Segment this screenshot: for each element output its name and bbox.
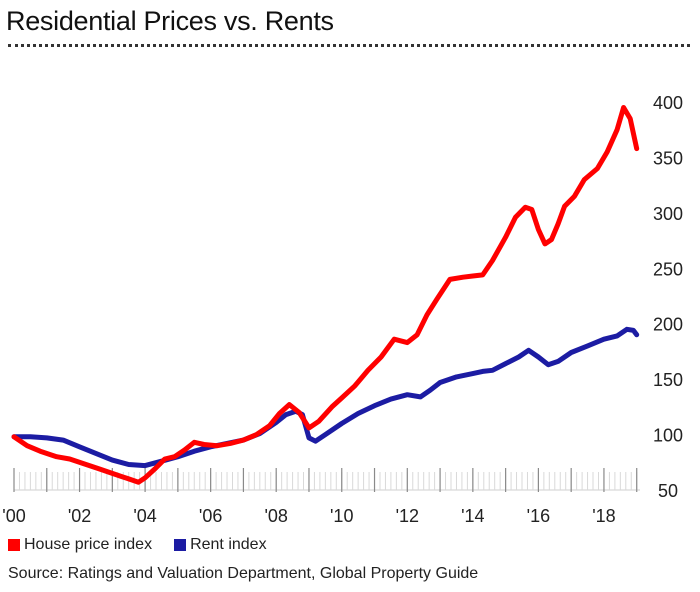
y-tick-label: 300 (653, 204, 683, 224)
legend: House price index Rent index (8, 536, 289, 554)
y-tick-label: 250 (653, 259, 683, 279)
y-tick-label: 350 (653, 148, 683, 168)
x-tick-label: '06 (199, 506, 222, 526)
legend-label-rent: Rent index (190, 536, 267, 553)
x-tick-label: '00 (2, 506, 25, 526)
x-tick-label: '18 (592, 506, 615, 526)
y-tick-label: 400 (653, 93, 683, 113)
legend-swatch-rent (174, 539, 187, 551)
x-tick-label: '16 (527, 506, 550, 526)
x-tick-label: '04 (133, 506, 156, 526)
x-tick-label: '08 (264, 506, 287, 526)
source-note: Source: Ratings and Valuation Department… (8, 565, 479, 582)
legend-swatch-house-price (8, 539, 20, 551)
y-tick-label: 100 (653, 426, 683, 446)
x-tick-label: '10 (330, 506, 353, 526)
y-tick-label: 50 (658, 481, 678, 501)
y-tick-label: 150 (653, 370, 683, 390)
x-tick-label: '14 (461, 506, 484, 526)
legend-item-rent: Rent index (174, 536, 267, 554)
series-line-rent (11, 326, 640, 469)
legend-item-house-price: House price index (8, 536, 152, 554)
x-tick-label: '12 (396, 506, 419, 526)
legend-label-house-price: House price index (24, 536, 153, 553)
title-divider (8, 44, 690, 47)
chart-title: Residential Prices vs. Rents (6, 6, 334, 36)
x-tick-label: '02 (68, 506, 91, 526)
series-line-house-price (11, 105, 640, 485)
y-tick-label: 200 (653, 315, 683, 335)
